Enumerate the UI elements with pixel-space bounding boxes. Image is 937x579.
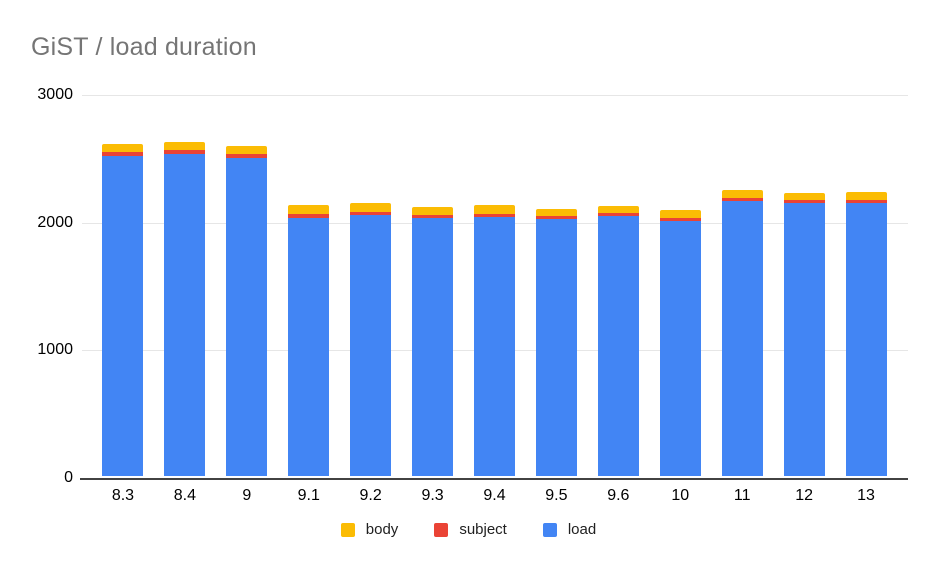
bar-segment-load[interactable] — [164, 153, 206, 476]
bar-segment-body[interactable] — [535, 208, 577, 217]
bar-segment-body[interactable] — [597, 206, 639, 214]
bar-band-11 — [711, 95, 773, 476]
bar-segment-load[interactable] — [288, 218, 330, 476]
bar-9.3[interactable] — [412, 207, 454, 476]
bar-band-9.5 — [525, 95, 587, 476]
bar-9[interactable] — [226, 146, 268, 476]
bar-band-9.6 — [587, 95, 649, 476]
bar-segment-load[interactable] — [473, 216, 515, 476]
bar-9.1[interactable] — [288, 205, 330, 476]
bar-segment-body[interactable] — [659, 209, 701, 218]
x-tick-label-11: 11 — [733, 487, 751, 504]
x-tick-label-9.2: 9.2 — [359, 487, 382, 504]
y-tick-label: 1000 — [37, 341, 73, 359]
x-axis-labels: 8.3 8.4 9 9.1 9.2 9.3 9.4 9.5 9.6 10 11 12 13 — [92, 487, 897, 505]
bar-segment-subject[interactable] — [659, 217, 701, 221]
bar-9.6[interactable] — [597, 206, 639, 476]
bar-segment-load[interactable] — [350, 214, 392, 476]
legend: body subject load — [0, 521, 937, 538]
x-tick-label-12: 12 — [795, 487, 813, 504]
bar-segment-subject[interactable] — [412, 214, 454, 219]
bar-segment-subject[interactable] — [350, 211, 392, 215]
x-tick-label-9.3: 9.3 — [421, 487, 444, 504]
bar-segment-subject[interactable] — [288, 214, 330, 219]
legend-item-subject[interactable]: subject — [434, 521, 507, 538]
bar-segment-subject[interactable] — [783, 200, 825, 204]
bar-segment-body[interactable] — [226, 146, 268, 154]
bar-10[interactable] — [659, 209, 701, 476]
bar-segment-subject[interactable] — [226, 153, 268, 158]
gridline-3000 — [82, 95, 908, 96]
bar-segment-load[interactable] — [535, 219, 577, 476]
legend-label-load: load — [567, 521, 597, 538]
bar-segment-load[interactable] — [102, 155, 144, 476]
legend-item-load[interactable]: load — [542, 521, 597, 538]
bar-segment-body[interactable] — [721, 190, 763, 198]
bar-segment-subject[interactable] — [102, 151, 144, 156]
y-tick-label: 3000 — [37, 86, 73, 103]
bar-segment-subject[interactable] — [721, 197, 763, 201]
bar-band-9.4 — [464, 95, 526, 476]
bar-band-10 — [649, 95, 711, 476]
bar-segment-load[interactable] — [783, 203, 825, 476]
x-tick-label-8.4: 8.4 — [173, 487, 196, 504]
x-tick-label-8.3: 8.3 — [111, 487, 135, 504]
x-tick-label-13: 13 — [857, 487, 875, 504]
bar-band-9 — [216, 95, 278, 476]
x-tick-label-9: 9 — [242, 487, 252, 504]
bar-segment-load[interactable] — [721, 200, 763, 476]
bar-segment-subject[interactable] — [535, 216, 577, 220]
bar-segment-body[interactable] — [350, 203, 392, 212]
bar-segment-subject[interactable] — [597, 213, 639, 217]
bar-band-9.2 — [340, 95, 402, 476]
bar-segment-body[interactable] — [845, 191, 887, 200]
bar-segment-body[interactable] — [412, 207, 454, 215]
x-axis-line — [80, 478, 908, 480]
bar-segment-body[interactable] — [288, 205, 330, 215]
y-tick-label: 2000 — [37, 213, 73, 231]
legend-swatch-subject — [434, 522, 449, 537]
bar-segment-load[interactable] — [659, 220, 701, 476]
bar-segment-subject[interactable] — [473, 213, 515, 217]
bar-11[interactable] — [721, 190, 763, 476]
x-tick-label-9.6: 9.6 — [607, 487, 630, 504]
plot-area: 0 1000 2000 3000 8.3 8.4 9 9.1 9.2 9.3 9.4 9.5 9.6 1… — [37, 86, 908, 504]
legend-swatch-load — [542, 522, 557, 537]
bar-segment-load[interactable] — [412, 218, 454, 476]
bar-segment-subject[interactable] — [845, 199, 887, 203]
bar-8.3[interactable] — [102, 144, 144, 476]
legend-label-body: body — [365, 521, 399, 538]
y-tick-label: 0 — [64, 469, 73, 486]
bar-segment-subject[interactable] — [164, 149, 206, 154]
x-tick-label-10: 10 — [671, 487, 690, 504]
bar-band-8.4 — [154, 95, 216, 476]
bar-9.4[interactable] — [473, 205, 515, 476]
bar-band-8.3 — [92, 95, 154, 476]
legend-item-body[interactable]: body — [340, 521, 399, 538]
bar-band-13 — [835, 95, 897, 476]
bar-13[interactable] — [845, 191, 887, 476]
bar-band-9.3 — [402, 95, 464, 476]
x-tick-label-9.1: 9.1 — [297, 487, 320, 504]
bar-band-9.1 — [278, 95, 340, 476]
bar-8.4[interactable] — [164, 142, 206, 476]
chart-title: GiST / load duration — [31, 33, 257, 61]
legend-label-subject: subject — [459, 521, 507, 538]
bar-12[interactable] — [783, 193, 825, 476]
bars-layer — [92, 95, 897, 476]
bar-segment-body[interactable] — [164, 142, 206, 150]
bar-segment-load[interactable] — [597, 216, 639, 476]
bar-segment-load[interactable] — [226, 157, 268, 476]
bar-segment-body[interactable] — [473, 205, 515, 214]
bar-9.5[interactable] — [535, 208, 577, 476]
legend-swatch-body — [340, 522, 355, 537]
bar-segment-body[interactable] — [102, 144, 144, 152]
x-tick-label-9.5: 9.5 — [545, 487, 568, 504]
bar-segment-load[interactable] — [845, 202, 887, 476]
bar-9.2[interactable] — [350, 203, 392, 476]
bar-segment-body[interactable] — [783, 193, 825, 201]
bar-band-12 — [773, 95, 835, 476]
x-tick-label-9.4: 9.4 — [483, 487, 506, 504]
